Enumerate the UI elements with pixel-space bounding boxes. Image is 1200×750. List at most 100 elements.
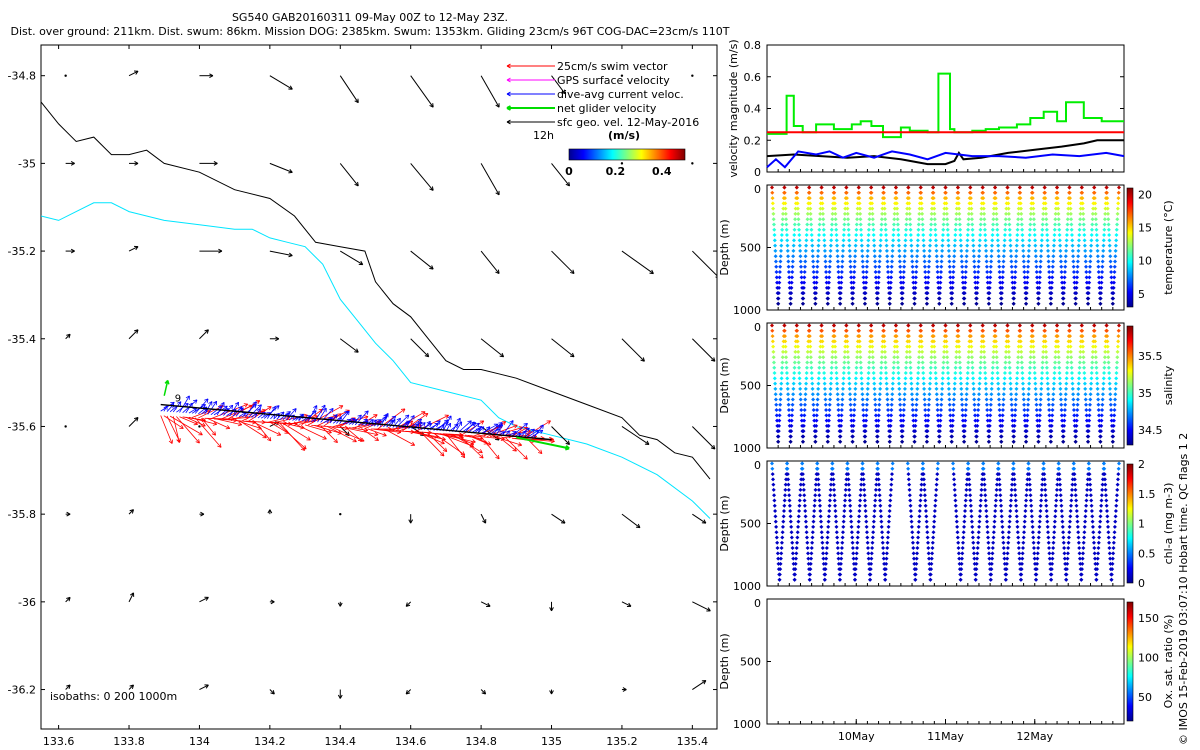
profile-point <box>1020 556 1025 561</box>
profile-point <box>856 519 861 524</box>
profile-point <box>1007 355 1012 360</box>
profile-point <box>1115 482 1120 487</box>
profile-point <box>978 498 983 503</box>
profile-point <box>913 413 918 418</box>
profile-point <box>860 392 865 397</box>
profile-point <box>1069 360 1074 365</box>
profile-point <box>1076 248 1081 253</box>
profile-point <box>986 540 991 545</box>
profile-point <box>892 206 897 211</box>
profile-point <box>1063 561 1068 566</box>
profile-point <box>775 280 780 285</box>
profile-point <box>1100 264 1105 269</box>
profile-point <box>931 323 936 328</box>
profile-point <box>1037 291 1042 296</box>
profile-point <box>1046 386 1051 391</box>
profile-point <box>785 461 790 466</box>
profile-point <box>994 355 999 360</box>
profile-point <box>989 243 994 248</box>
profile-point <box>1080 196 1085 201</box>
profile-point <box>1038 509 1043 514</box>
profile-point <box>1028 217 1033 222</box>
profile-point <box>789 429 794 434</box>
profile-point <box>901 280 906 285</box>
profile-point <box>1049 280 1054 285</box>
profile-point <box>1092 334 1097 339</box>
profile-point <box>835 546 840 551</box>
profile-point <box>951 472 956 477</box>
profile-point <box>860 254 865 259</box>
profile-point <box>910 530 915 535</box>
dac-vector <box>477 426 485 434</box>
profile-point <box>1102 227 1107 232</box>
profile-point <box>829 365 834 370</box>
profile-point <box>882 561 887 566</box>
profile-point <box>1009 487 1014 492</box>
profile-point <box>824 275 829 280</box>
date-tick-label: 12May <box>1016 730 1053 743</box>
profile-point <box>1089 503 1094 508</box>
profile-point <box>1101 243 1106 248</box>
dac-vector <box>238 412 247 417</box>
profile-point <box>851 561 856 566</box>
profile-point <box>953 238 958 243</box>
profile-point <box>980 190 985 195</box>
profile-point <box>1025 413 1030 418</box>
profile-point <box>1083 254 1088 259</box>
profile-point <box>1066 211 1071 216</box>
dac-vector-head <box>539 424 544 429</box>
profile-point <box>777 413 782 418</box>
profile-point <box>1086 434 1091 439</box>
profile-point <box>984 514 989 519</box>
profile-point <box>1102 217 1107 222</box>
profile-point <box>923 418 928 423</box>
profile-point <box>779 371 784 376</box>
profile-point <box>1052 376 1057 381</box>
profile-point <box>938 408 943 413</box>
profile-point <box>1110 561 1115 566</box>
profile-point <box>871 360 876 365</box>
profile-point <box>914 270 919 275</box>
profile-point <box>804 376 809 381</box>
profile-point <box>917 514 922 519</box>
profile-point <box>1046 254 1051 259</box>
profile-point <box>1098 439 1103 444</box>
profile-point <box>895 211 900 216</box>
profile-point <box>873 259 878 264</box>
profile-point <box>813 296 818 301</box>
profile-point <box>915 376 920 381</box>
profile-point <box>906 477 911 482</box>
profile-point <box>956 551 961 556</box>
profile-point <box>1027 243 1032 248</box>
profile-point <box>1024 439 1029 444</box>
profile-point <box>819 328 824 333</box>
profile-point <box>923 270 928 275</box>
profile-point <box>782 509 787 514</box>
profile-point <box>886 418 891 423</box>
profile-point <box>839 423 844 428</box>
profile-point <box>932 519 937 524</box>
profile-point <box>948 408 953 413</box>
profile-point <box>1013 259 1018 264</box>
sfc-vector <box>410 338 430 358</box>
profile-point <box>1007 217 1012 222</box>
profile-point <box>941 360 946 365</box>
profile-point <box>877 270 882 275</box>
profile-point <box>908 227 913 232</box>
profile-point <box>850 296 855 301</box>
profile-point <box>917 217 922 222</box>
profile-point <box>1069 365 1074 370</box>
depth-tick-label: 500 <box>740 518 761 531</box>
profile-point <box>974 296 979 301</box>
profile-point <box>1060 418 1065 423</box>
profile-point <box>984 248 989 253</box>
profile-point <box>799 270 804 275</box>
profile-point <box>923 408 928 413</box>
profile-point <box>1104 323 1109 328</box>
profile-point <box>879 222 884 227</box>
sfc-vector-head <box>405 690 411 695</box>
profile-point <box>928 376 933 381</box>
profile-point <box>966 472 971 477</box>
profile-point <box>969 514 974 519</box>
profile-point <box>802 402 807 407</box>
